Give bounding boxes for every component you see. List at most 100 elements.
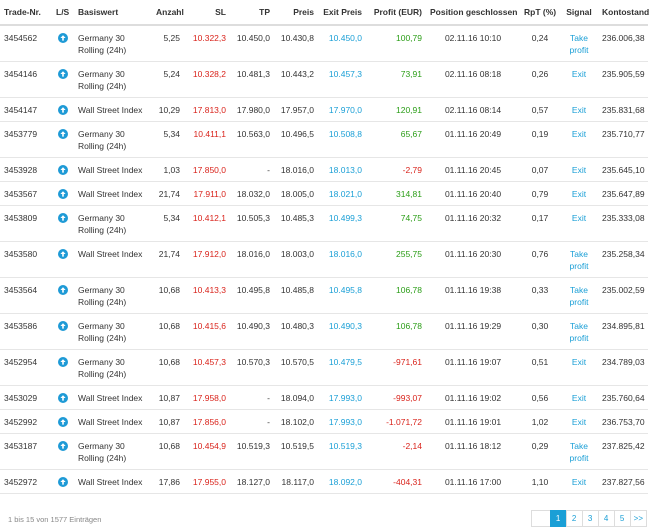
anzahl-cell: 21,74 bbox=[152, 181, 184, 206]
page-button-3[interactable]: 3 bbox=[581, 510, 599, 527]
signal-cell: Exit bbox=[560, 121, 598, 158]
prev-page-button[interactable] bbox=[530, 510, 551, 527]
rpt-cell: 0,24 bbox=[520, 25, 560, 62]
geschlossen-cell: 02.11.16 08:18 bbox=[426, 61, 520, 98]
tp-cell: 18.127,0 bbox=[230, 469, 274, 494]
signal-cell: Take profit bbox=[560, 313, 598, 350]
page-button-4[interactable]: 4 bbox=[597, 510, 615, 527]
basiswert-cell: Germany 30 Rolling (24h) bbox=[74, 349, 152, 386]
geschlossen-cell: 01.11.16 19:07 bbox=[426, 349, 520, 386]
exit-preis-cell: 18.092,0 bbox=[318, 469, 366, 494]
rpt-cell: 0,76 bbox=[520, 241, 560, 278]
profit-cell: 65,67 bbox=[366, 121, 426, 158]
col-rpt[interactable]: RpT (%) bbox=[520, 0, 560, 26]
preis-cell: 10.496,5 bbox=[274, 121, 318, 158]
col-preis[interactable]: Preis bbox=[274, 0, 318, 26]
arrow-up-circle-icon bbox=[58, 212, 68, 223]
tp-cell: - bbox=[230, 409, 274, 434]
geschlossen-cell: 01.11.16 20:32 bbox=[426, 205, 520, 242]
exit-preis-cell: 18.016,0 bbox=[318, 241, 366, 278]
tp-cell: 10.505,3 bbox=[230, 205, 274, 242]
direction-cell bbox=[52, 385, 74, 410]
direction-cell bbox=[52, 157, 74, 182]
tp-cell: - bbox=[230, 157, 274, 182]
signal-cell: Exit bbox=[560, 61, 598, 98]
col-exit-preis[interactable]: Exit Preis bbox=[318, 0, 366, 26]
profit-cell: -993,07 bbox=[366, 385, 426, 410]
kontostand-cell: 235.645,10 bbox=[598, 157, 648, 182]
arrow-up-circle-icon bbox=[58, 284, 68, 295]
preis-cell: 18.117,0 bbox=[274, 469, 318, 494]
direction-cell bbox=[52, 121, 74, 158]
next-page-button[interactable]: >> bbox=[629, 510, 647, 527]
rpt-cell: 1,10 bbox=[520, 469, 560, 494]
tp-cell: 10.563,0 bbox=[230, 121, 274, 158]
anzahl-cell: 10,68 bbox=[152, 433, 184, 470]
preis-cell: 10.519,5 bbox=[274, 433, 318, 470]
arrow-up-circle-icon bbox=[58, 476, 68, 487]
tp-cell: 18.032,0 bbox=[230, 181, 274, 206]
preis-cell: 18.005,0 bbox=[274, 181, 318, 206]
rpt-cell: 0,79 bbox=[520, 181, 560, 206]
col-signal[interactable]: Signal bbox=[560, 0, 598, 26]
anzahl-cell: 21,74 bbox=[152, 241, 184, 278]
arrow-up-circle-icon bbox=[58, 392, 68, 403]
col-trade-nr[interactable]: Trade-Nr. bbox=[0, 0, 52, 26]
trade-nr-cell: 3452954 bbox=[0, 349, 52, 386]
col-basiswert[interactable]: Basiswert bbox=[74, 0, 152, 26]
preis-cell: 17.957,0 bbox=[274, 97, 318, 122]
kontostand-cell: 235.258,34 bbox=[598, 241, 648, 278]
signal-cell: Exit bbox=[560, 181, 598, 206]
kontostand-cell: 237.825,42 bbox=[598, 433, 648, 470]
col-tp[interactable]: TP bbox=[230, 0, 274, 26]
preis-cell: 10.485,8 bbox=[274, 277, 318, 314]
direction-cell bbox=[52, 313, 74, 350]
profit-cell: -2,14 bbox=[366, 433, 426, 470]
anzahl-cell: 17,86 bbox=[152, 469, 184, 494]
basiswert-cell: Germany 30 Rolling (24h) bbox=[74, 313, 152, 350]
rpt-cell: 0,07 bbox=[520, 157, 560, 182]
sl-cell: 17.912,0 bbox=[184, 241, 230, 278]
col-position-geschlossen[interactable]: Position geschlossen bbox=[426, 0, 520, 26]
preis-cell: 10.570,5 bbox=[274, 349, 318, 386]
sl-cell: 10.457,3 bbox=[184, 349, 230, 386]
direction-cell bbox=[52, 97, 74, 122]
anzahl-cell: 1,03 bbox=[152, 157, 184, 182]
arrow-up-circle-icon bbox=[58, 440, 68, 451]
table-row: 3454562 Germany 30 Rolling (24h) 5,25 10.32… bbox=[0, 25, 648, 62]
signal-cell: Exit bbox=[560, 385, 598, 410]
exit-preis-cell: 18.013,0 bbox=[318, 157, 366, 182]
arrow-up-circle-icon bbox=[58, 68, 68, 79]
rpt-cell: 0,17 bbox=[520, 205, 560, 242]
profit-cell: 73,91 bbox=[366, 61, 426, 98]
col-anzahl[interactable]: Anzahl bbox=[152, 0, 184, 26]
col-sl[interactable]: SL bbox=[184, 0, 230, 26]
signal-cell: Exit bbox=[560, 97, 598, 122]
profit-cell: -971,61 bbox=[366, 349, 426, 386]
tp-cell: - bbox=[230, 385, 274, 410]
pagination: 1 2 3 4 5 >> bbox=[530, 510, 647, 527]
table-body: 3454562 Germany 30 Rolling (24h) 5,25 10.32… bbox=[0, 25, 648, 494]
kontostand-cell: 235.002,59 bbox=[598, 277, 648, 314]
table-row: 3454147 Wall Street Index 10,29 17.813,0 17.… bbox=[0, 97, 648, 122]
sl-cell: 10.322,3 bbox=[184, 25, 230, 62]
col-kontostand[interactable]: Kontostand (EUR) bbox=[598, 0, 650, 26]
preis-cell: 10.443,2 bbox=[274, 61, 318, 98]
page-button-1[interactable]: 1 bbox=[549, 510, 567, 527]
profit-cell: 106,78 bbox=[366, 277, 426, 314]
rpt-cell: 0,19 bbox=[520, 121, 560, 158]
arrow-up-circle-icon bbox=[58, 416, 68, 427]
geschlossen-cell: 01.11.16 18:12 bbox=[426, 433, 520, 470]
basiswert-cell: Wall Street Index bbox=[74, 469, 152, 494]
exit-preis-cell: 17.993,0 bbox=[318, 409, 366, 434]
rpt-cell: 0,30 bbox=[520, 313, 560, 350]
col-ls[interactable]: L/S bbox=[52, 0, 74, 26]
exit-preis-cell: 10.499,3 bbox=[318, 205, 366, 242]
exit-preis-cell: 10.479,5 bbox=[318, 349, 366, 386]
page-button-2[interactable]: 2 bbox=[565, 510, 583, 527]
basiswert-cell: Germany 30 Rolling (24h) bbox=[74, 277, 152, 314]
preis-cell: 18.102,0 bbox=[274, 409, 318, 434]
col-profit[interactable]: Profit (EUR) bbox=[366, 0, 426, 26]
page-button-5[interactable]: 5 bbox=[613, 510, 631, 527]
kontostand-cell: 236.006,38 bbox=[598, 25, 648, 62]
